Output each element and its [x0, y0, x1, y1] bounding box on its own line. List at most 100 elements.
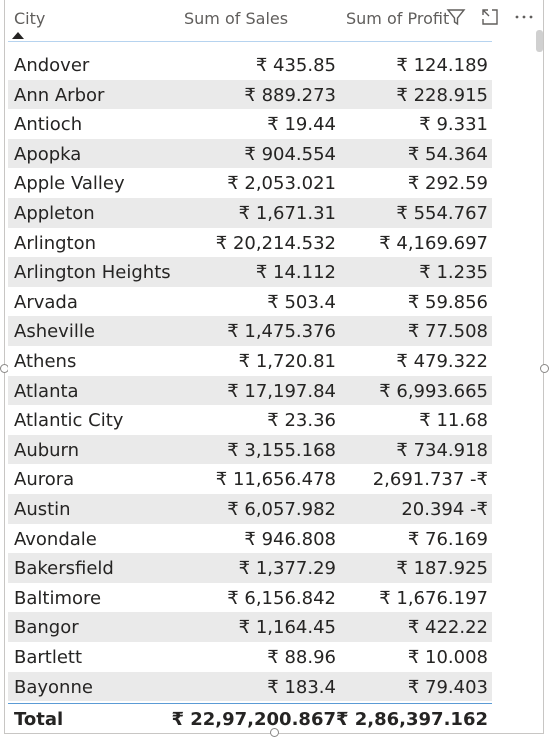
- cell-sales: ₹ 1,475.376: [227, 321, 336, 343]
- table-row[interactable]: Athens ₹ 1,720.81 ₹ 479.322: [8, 346, 492, 376]
- cell-sales: ₹ 20,214.532: [215, 232, 336, 254]
- cell-city: Arlington Heights: [14, 262, 171, 284]
- table-row[interactable]: Austin ₹ 6,057.982 20.394 -₹: [8, 494, 492, 524]
- cell-city: Arvada: [14, 291, 78, 313]
- cell-sales: ₹ 946.808: [244, 528, 336, 550]
- cell-profit: ₹ 228.915: [396, 84, 488, 106]
- cell-sales: ₹ 503.4: [267, 291, 336, 313]
- cell-profit: ₹ 1.235: [419, 262, 488, 284]
- cell-profit: ₹ 1,676.197: [379, 587, 488, 609]
- table-row[interactable]: Appleton ₹ 1,671.31 ₹ 554.767: [8, 198, 492, 228]
- cell-profit: ₹ 77.508: [407, 321, 488, 343]
- table-body: Andover ₹ 435.85 ₹ 124.189 Ann Arbor ₹ 889.2…: [8, 42, 492, 703]
- column-header-sum-of-sales[interactable]: Sum of Sales: [184, 9, 289, 28]
- cell-profit: ₹ 187.925: [396, 558, 488, 580]
- table-row[interactable]: Andover ₹ 435.85 ₹ 124.189: [8, 50, 492, 80]
- cell-profit: ₹ 124.189: [396, 55, 488, 76]
- table-row[interactable]: Arvada ₹ 503.4 ₹ 59.856: [8, 286, 492, 317]
- table-row[interactable]: Baltimore ₹ 6,156.842 ₹ 1,676.197: [8, 582, 492, 613]
- table-row[interactable]: Apple Valley ₹ 2,053.021 ₹ 292.59: [8, 168, 492, 198]
- cell-sales: ₹ 904.554: [244, 143, 336, 165]
- cell-city: Atlanta: [14, 380, 79, 402]
- cell-city: Appleton: [14, 203, 95, 224]
- table-row[interactable]: Atlantic City ₹ 23.36 ₹ 11.68: [8, 405, 492, 435]
- header-divider: [8, 41, 492, 42]
- cell-sales: ₹ 435.85: [255, 55, 336, 76]
- table-row[interactable]: Arlington ₹ 20,214.532 ₹ 4,169.697: [8, 227, 492, 258]
- cell-sales: ₹ 3,155.168: [227, 439, 336, 461]
- cell-city: Bartlett: [14, 647, 83, 668]
- column-header-sum-of-profit[interactable]: Sum of Profit: [346, 9, 450, 28]
- cell-city: Austin: [14, 499, 71, 520]
- table-row[interactable]: Bangor ₹ 1,164.45 ₹ 422.22: [8, 612, 492, 642]
- cell-city: Atlantic City: [14, 410, 124, 432]
- column-header-city[interactable]: City: [14, 9, 46, 28]
- cell-sales: ₹ 1,720.81: [238, 351, 336, 372]
- cell-city: Apopka: [14, 143, 82, 165]
- total-sales: ₹ 22,97,200.867: [171, 709, 336, 730]
- cell-profit: ₹ 76.169: [407, 528, 488, 550]
- cell-sales: ₹ 1,377.29: [238, 558, 336, 580]
- cell-profit: ₹ 422.22: [407, 617, 488, 639]
- table-row[interactable]: Bakersfield ₹ 1,377.29 ₹ 187.925: [8, 553, 492, 583]
- cell-profit: ₹ 4,169.697: [379, 232, 488, 254]
- cell-city: Andover: [14, 55, 90, 76]
- cell-sales: ₹ 14.112: [255, 262, 336, 284]
- cell-profit: ₹ 9.331: [419, 114, 488, 136]
- cell-profit: ₹ 59.856: [407, 291, 488, 313]
- cell-sales: ₹ 17,197.84: [227, 380, 336, 402]
- table-row[interactable]: Bartlett ₹ 88.96 ₹ 10.008: [8, 642, 492, 672]
- cell-sales: ₹ 19.44: [267, 114, 336, 136]
- cell-city: Asheville: [14, 321, 95, 343]
- cell-profit: 2,691.737 -₹: [372, 469, 488, 491]
- table-row[interactable]: Antioch ₹ 19.44 ₹ 9.331: [8, 109, 492, 139]
- cell-sales: ₹ 1,164.45: [238, 617, 336, 639]
- cell-sales: ₹ 6,156.842: [227, 587, 336, 609]
- table-row[interactable]: Bayonne ₹ 183.4 ₹ 79.403: [8, 671, 492, 702]
- cell-sales: ₹ 88.96: [267, 647, 336, 668]
- table-header: City Sum of Sales Sum of Profit: [0, 0, 549, 42]
- total-row: Total ₹ 22,97,200.867 ₹ 2,86,397.162: [8, 704, 492, 734]
- table-row[interactable]: Ann Arbor ₹ 889.273 ₹ 228.915: [8, 79, 492, 110]
- cell-profit: ₹ 292.59: [407, 173, 488, 195]
- total-divider: [8, 703, 492, 704]
- table-row[interactable]: Atlanta ₹ 17,197.84 ₹ 6,993.665: [8, 375, 492, 406]
- vertical-scrollbar[interactable]: [536, 30, 543, 52]
- cell-sales: ₹ 2,053.021: [227, 173, 336, 195]
- cell-profit: ₹ 10.008: [407, 647, 488, 668]
- cell-city: Bakersfield: [14, 558, 114, 580]
- cell-sales: ₹ 183.4: [267, 676, 336, 698]
- cell-sales: ₹ 889.273: [244, 84, 336, 106]
- total-label: Total: [14, 709, 64, 730]
- filter-icon[interactable]: [445, 6, 467, 28]
- cell-city: Aurora: [14, 469, 75, 491]
- cell-city: Auburn: [14, 439, 80, 461]
- cell-city: Baltimore: [14, 587, 102, 609]
- table-row[interactable]: Avondale ₹ 946.808 ₹ 76.169: [8, 523, 492, 554]
- cell-city: Bayonne: [14, 676, 93, 698]
- cell-profit: ₹ 479.322: [396, 351, 488, 372]
- focus-mode-icon[interactable]: [479, 6, 501, 28]
- more-options-icon[interactable]: [513, 6, 535, 28]
- table-row[interactable]: Asheville ₹ 1,475.376 ₹ 77.508: [8, 316, 492, 346]
- cell-city: Avondale: [14, 528, 97, 550]
- table-row[interactable]: Aurora ₹ 11,656.478 2,691.737 -₹: [8, 464, 492, 494]
- cell-profit: 20.394 -₹: [401, 499, 488, 520]
- cell-sales: ₹ 23.36: [267, 410, 336, 432]
- sort-ascending-icon: [12, 32, 24, 39]
- cell-profit: ₹ 11.68: [419, 410, 488, 432]
- cell-city: Athens: [14, 351, 77, 372]
- cell-profit: ₹ 54.364: [407, 143, 488, 165]
- table-row[interactable]: Auburn ₹ 3,155.168 ₹ 734.918: [8, 434, 492, 465]
- resize-handle-right[interactable]: [540, 364, 549, 373]
- cell-profit: ₹ 554.767: [396, 203, 488, 224]
- cell-city: Arlington: [14, 232, 97, 254]
- cell-city: Apple Valley: [14, 173, 125, 195]
- cell-sales: ₹ 6,057.982: [227, 499, 336, 520]
- cell-city: Ann Arbor: [14, 84, 105, 106]
- table-row[interactable]: Apopka ₹ 904.554 ₹ 54.364: [8, 138, 492, 169]
- cell-profit: ₹ 79.403: [407, 676, 488, 698]
- table-row[interactable]: Arlington Heights ₹ 14.112 ₹ 1.235: [8, 257, 492, 287]
- cell-sales: ₹ 11,656.478: [215, 469, 336, 491]
- cell-city: Bangor: [14, 617, 79, 639]
